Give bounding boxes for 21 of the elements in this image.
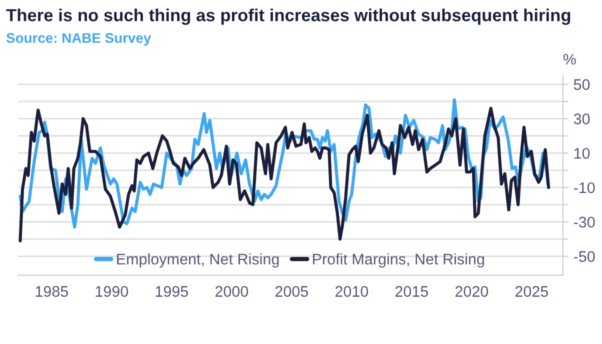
legend-label: Employment, Net Rising [117, 253, 279, 268]
x-tick-label: 2000 [215, 286, 248, 297]
y-tick-label: 30 [574, 114, 590, 124]
y-axis-title: % [563, 54, 576, 65]
y-tick-label: -30 [574, 216, 595, 228]
x-tick-label: 2005 [275, 286, 308, 297]
y-tick-label: 50 [574, 79, 590, 90]
chart-title: There is no such thing as profit increases without subsequent hiring [6, 8, 570, 25]
legend-label: Profit Margins, Net Rising [313, 253, 484, 268]
chart-subtitle: Source: NABE Survey [6, 33, 152, 46]
x-tick-label: 2020 [455, 286, 488, 297]
y-tick-label: -50 [574, 251, 595, 262]
y-tick-label: -10 [574, 182, 595, 194]
x-tick-label: 1995 [156, 286, 188, 297]
x-tick-label: 1990 [96, 286, 128, 297]
x-tick-label: 2015 [395, 286, 428, 297]
y-tick-label: 10 [574, 148, 590, 159]
x-tick-label: 2025 [515, 286, 548, 297]
x-tick-label: 2010 [335, 286, 368, 297]
x-tick-label: 1985 [36, 286, 68, 297]
line-series [18, 106, 550, 242]
